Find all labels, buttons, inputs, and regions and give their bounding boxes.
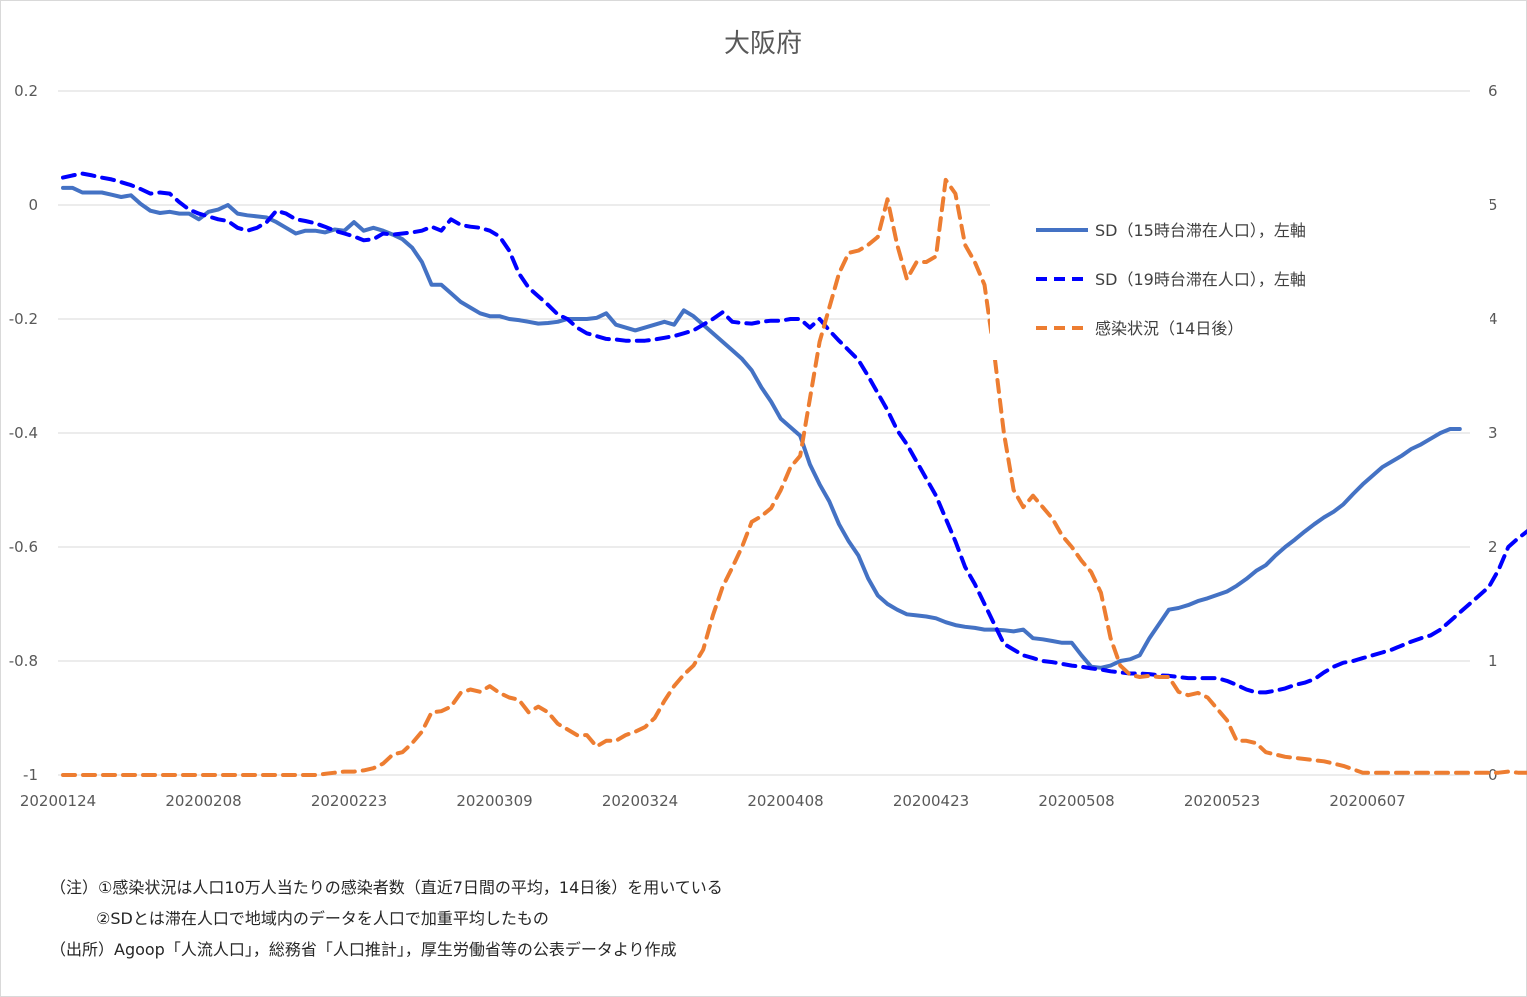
- left-y-tick-label: -0.4: [9, 424, 38, 442]
- left-y-tick-label: 0: [28, 196, 38, 214]
- source-note: （出所）Agoop「人流人口」，総務省「人口推計」，厚生労働省等の公表データより…: [50, 940, 677, 959]
- gridlines: [58, 90, 1470, 776]
- left-y-tick-label: -0.6: [9, 538, 38, 556]
- chart-title: 大阪府: [724, 29, 802, 59]
- x-tick-label: 20200324: [602, 792, 678, 810]
- right-y-tick-label: 1: [1488, 652, 1498, 670]
- right-y-tick-label: 3: [1488, 424, 1498, 442]
- note-1: （注）①感染状況は人口10万人当たりの感染者数（直近7日間の平均，14日後）を用…: [50, 878, 723, 897]
- legend-label-1: SD（15時台滞在人口），左軸: [1095, 221, 1306, 240]
- x-tick-label: 20200208: [165, 792, 241, 810]
- right-y-tick-label: 4: [1488, 310, 1498, 328]
- right-y-axis: 0 1 2 3 4 5 6: [1488, 82, 1498, 784]
- footnotes: （注）①感染状況は人口10万人当たりの感染者数（直近7日間の平均，14日後）を用…: [50, 872, 723, 965]
- series-lines: [61, 171, 1527, 777]
- x-tick-label: 20200423: [893, 792, 969, 810]
- x-tick-label: 20200309: [456, 792, 532, 810]
- x-tick-label: 20200523: [1184, 792, 1260, 810]
- x-tick-label: 20200124: [20, 792, 96, 810]
- legend-label-3: 感染状況（14日後）: [1095, 319, 1243, 338]
- x-tick-label: 20200223: [311, 792, 387, 810]
- x-tick-label: 20200408: [747, 792, 823, 810]
- note-2: ②SDとは滞在人口で地域内のデータを人口で加重平均したもの: [96, 909, 549, 928]
- left-y-tick-label: -1: [23, 766, 38, 784]
- left-y-tick-label: -0.8: [9, 652, 38, 670]
- right-y-tick-label: 0: [1488, 766, 1498, 784]
- right-y-tick-label: 5: [1488, 196, 1498, 214]
- x-axis: 20200124 20200208 20200223 20200309 20200324…: [20, 792, 1406, 810]
- left-y-tick-label: 0.2: [14, 82, 38, 100]
- series-line-3: [61, 177, 1527, 777]
- series-line-2: [61, 171, 1527, 695]
- left-y-axis: -1 -0.8 -0.6 -0.4 -0.2 0 0.2: [9, 82, 38, 784]
- right-y-tick-label: 2: [1488, 538, 1498, 556]
- series-line-1: [61, 185, 1462, 670]
- x-tick-label: 20200508: [1038, 792, 1114, 810]
- x-tick-label: 20200607: [1329, 792, 1405, 810]
- legend-label-2: SD（19時台滞在人口），左軸: [1095, 270, 1306, 289]
- left-y-tick-label: -0.2: [9, 310, 38, 328]
- right-y-tick-label: 6: [1488, 82, 1498, 100]
